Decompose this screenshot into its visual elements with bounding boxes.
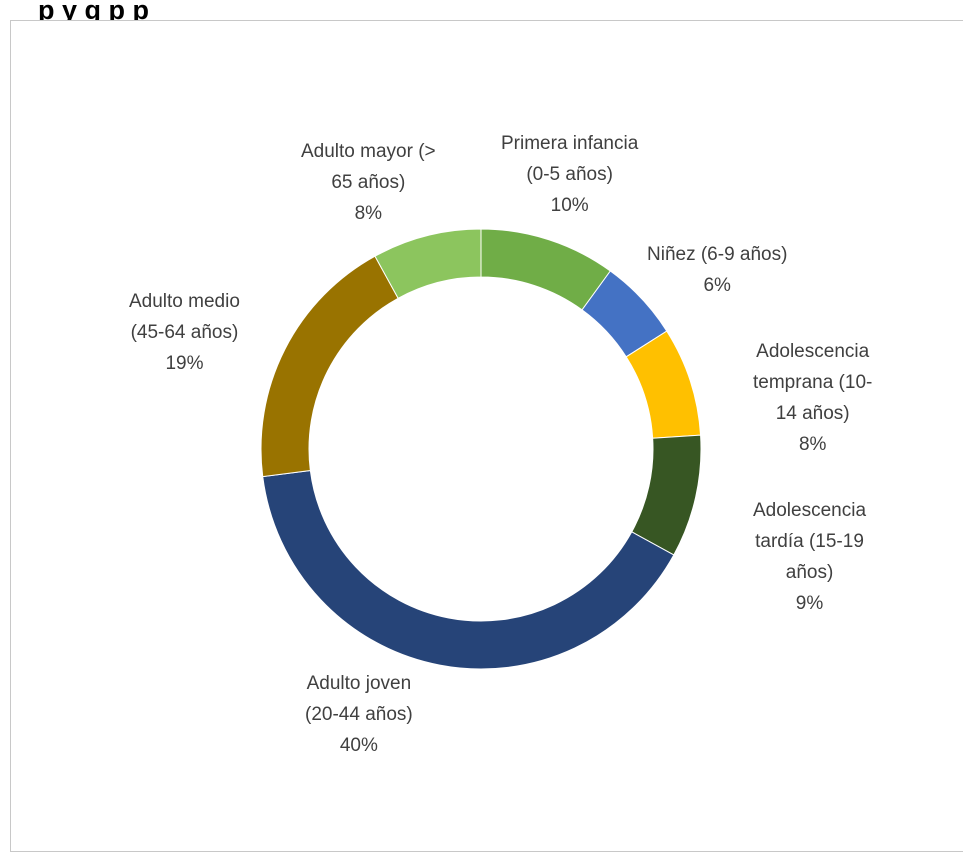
data-label-adolescencia-tardia: Adolescencia tardía (15-19 años) 9% bbox=[753, 500, 867, 614]
data-label-adulto-mayor: Adulto mayor (> 65 años) 8% bbox=[301, 141, 436, 224]
donut-chart bbox=[260, 228, 702, 670]
data-label-adulto-medio: Adulto medio (45-64 años) 19% bbox=[129, 291, 240, 374]
data-label-ninez: Niñez (6-9 años) 6% bbox=[647, 244, 788, 296]
data-label-adulto-joven: Adulto joven (20-44 años) 40% bbox=[305, 673, 413, 756]
data-label-primera-infancia: Primera infancia (0-5 años) 10% bbox=[501, 133, 639, 216]
data-label-adolescencia-temprana: Adolescencia temprana (10- 14 años) 8% bbox=[753, 341, 873, 455]
chart-title: p y g p p bbox=[38, 0, 149, 25]
donut-slice-5 bbox=[260, 255, 399, 478]
donut-slice-4 bbox=[262, 469, 675, 670]
donut-slice-6 bbox=[374, 228, 482, 299]
chart-frame: Primera infancia (0-5 años) 10% Niñez (6… bbox=[10, 20, 963, 852]
